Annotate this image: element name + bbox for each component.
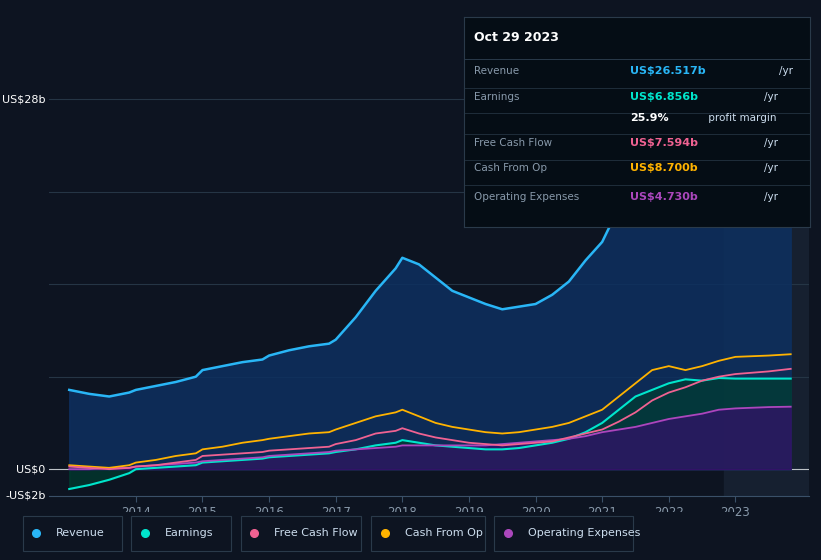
FancyBboxPatch shape (131, 516, 231, 551)
FancyBboxPatch shape (23, 516, 122, 551)
Text: Revenue: Revenue (56, 529, 105, 538)
Bar (724, 73, 809, 496)
Text: Operating Expenses: Operating Expenses (528, 529, 640, 538)
Text: /yr: /yr (779, 67, 793, 76)
Text: Earnings: Earnings (165, 529, 213, 538)
Text: US$26.517b: US$26.517b (631, 67, 706, 76)
Text: Free Cash Flow: Free Cash Flow (475, 138, 553, 148)
FancyBboxPatch shape (371, 516, 484, 551)
FancyBboxPatch shape (241, 516, 361, 551)
Text: Earnings: Earnings (475, 92, 520, 101)
Text: /yr: /yr (764, 163, 778, 173)
Text: Cash From Op: Cash From Op (475, 163, 548, 173)
Text: Revenue: Revenue (475, 67, 520, 76)
Text: US$0: US$0 (16, 464, 45, 474)
Text: 25.9%: 25.9% (631, 113, 669, 123)
Text: /yr: /yr (764, 193, 778, 202)
Text: US$4.730b: US$4.730b (631, 193, 698, 202)
Text: Cash From Op: Cash From Op (405, 529, 483, 538)
Text: Oct 29 2023: Oct 29 2023 (475, 31, 559, 44)
Text: US$7.594b: US$7.594b (631, 138, 698, 148)
Text: profit margin: profit margin (704, 113, 776, 123)
Text: Free Cash Flow: Free Cash Flow (274, 529, 358, 538)
Text: Operating Expenses: Operating Expenses (475, 193, 580, 202)
Text: US$6.856b: US$6.856b (631, 92, 698, 101)
Text: -US$2b: -US$2b (5, 491, 45, 501)
FancyBboxPatch shape (494, 516, 633, 551)
Text: /yr: /yr (764, 138, 778, 148)
Text: /yr: /yr (764, 92, 778, 101)
Text: US$8.700b: US$8.700b (631, 163, 698, 173)
Text: US$28b: US$28b (2, 94, 45, 104)
